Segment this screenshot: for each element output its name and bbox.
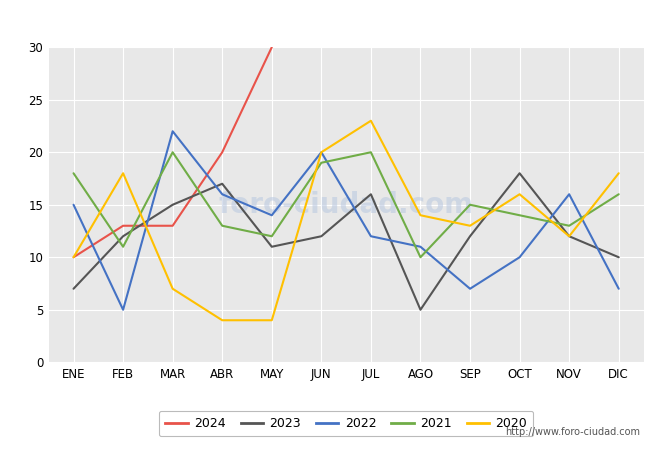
2022 bbox=[417, 244, 424, 249]
2020 bbox=[615, 171, 623, 176]
Text: Matriculaciones de Vehiculos en Santa Margarida i els Monjos: Matriculaciones de Vehiculos en Santa Ma… bbox=[99, 14, 551, 28]
2024 bbox=[70, 255, 77, 260]
2021 bbox=[367, 149, 375, 155]
2020 bbox=[317, 149, 325, 155]
2020 bbox=[70, 255, 77, 260]
2020 bbox=[169, 286, 177, 292]
2023 bbox=[566, 234, 573, 239]
2023 bbox=[218, 181, 226, 186]
Legend: 2024, 2023, 2022, 2021, 2020: 2024, 2023, 2022, 2021, 2020 bbox=[159, 411, 534, 436]
2020 bbox=[218, 318, 226, 323]
2023 bbox=[119, 234, 127, 239]
Text: foro-ciudad.com: foro-ciudad.com bbox=[218, 191, 474, 219]
2022 bbox=[268, 212, 276, 218]
2024 bbox=[268, 45, 276, 50]
2020 bbox=[119, 171, 127, 176]
2023 bbox=[417, 307, 424, 312]
2022 bbox=[515, 255, 523, 260]
2022 bbox=[169, 129, 177, 134]
2020 bbox=[466, 223, 474, 229]
Line: 2023: 2023 bbox=[73, 173, 619, 310]
Line: 2024: 2024 bbox=[73, 47, 272, 257]
2022 bbox=[466, 286, 474, 292]
2021 bbox=[70, 171, 77, 176]
2020 bbox=[515, 192, 523, 197]
2024 bbox=[119, 223, 127, 229]
Line: 2021: 2021 bbox=[73, 152, 619, 257]
2022 bbox=[119, 307, 127, 312]
2024 bbox=[169, 223, 177, 229]
2023 bbox=[317, 234, 325, 239]
2021 bbox=[218, 223, 226, 229]
2024 bbox=[218, 149, 226, 155]
2023 bbox=[70, 286, 77, 292]
2020 bbox=[367, 118, 375, 123]
2021 bbox=[615, 192, 623, 197]
2021 bbox=[466, 202, 474, 207]
2023 bbox=[615, 255, 623, 260]
2020 bbox=[268, 318, 276, 323]
2022 bbox=[615, 286, 623, 292]
2023 bbox=[515, 171, 523, 176]
Line: 2020: 2020 bbox=[73, 121, 619, 320]
2023 bbox=[466, 234, 474, 239]
2022 bbox=[218, 192, 226, 197]
2022 bbox=[317, 149, 325, 155]
2021 bbox=[119, 244, 127, 249]
2021 bbox=[515, 212, 523, 218]
2022 bbox=[566, 192, 573, 197]
2021 bbox=[417, 255, 424, 260]
2021 bbox=[169, 149, 177, 155]
2023 bbox=[367, 192, 375, 197]
2022 bbox=[70, 202, 77, 207]
2020 bbox=[566, 234, 573, 239]
2021 bbox=[317, 160, 325, 166]
2023 bbox=[268, 244, 276, 249]
2023 bbox=[169, 202, 177, 207]
2021 bbox=[566, 223, 573, 229]
2022 bbox=[367, 234, 375, 239]
Text: http://www.foro-ciudad.com: http://www.foro-ciudad.com bbox=[505, 428, 640, 437]
2020 bbox=[417, 212, 424, 218]
2021 bbox=[268, 234, 276, 239]
Line: 2022: 2022 bbox=[73, 131, 619, 310]
